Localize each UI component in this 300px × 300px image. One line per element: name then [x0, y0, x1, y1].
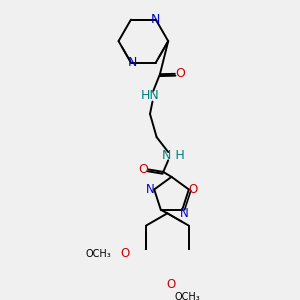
Text: O: O — [175, 67, 185, 80]
Text: O: O — [138, 163, 148, 176]
Text: O: O — [167, 278, 176, 291]
Text: HN: HN — [141, 89, 159, 102]
Text: O: O — [188, 183, 198, 196]
Text: OCH₃: OCH₃ — [175, 292, 201, 300]
Text: OCH₃: OCH₃ — [86, 249, 112, 259]
Text: N: N — [179, 207, 188, 220]
Text: N: N — [128, 56, 137, 69]
Text: N H: N H — [162, 149, 184, 162]
Text: N: N — [146, 183, 154, 196]
Text: O: O — [120, 248, 129, 260]
Text: N: N — [151, 13, 160, 26]
